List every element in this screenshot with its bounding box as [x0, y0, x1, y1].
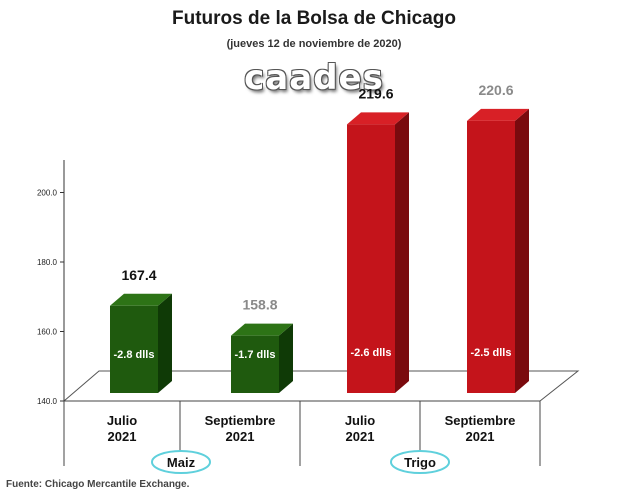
- bar-top: [231, 323, 293, 336]
- bar-side: [395, 112, 409, 393]
- bar-change-label: -2.6 dlls: [351, 347, 392, 359]
- bar-change-label: -2.8 dlls: [114, 349, 155, 361]
- group-oval: [151, 450, 211, 474]
- chart-title: Futuros de la Bolsa de Chicago: [172, 8, 456, 29]
- bar-side: [279, 323, 293, 393]
- group-oval: [390, 450, 450, 474]
- bar-top: [110, 293, 172, 306]
- group-label: Maiz: [167, 455, 196, 470]
- bar: [467, 120, 515, 393]
- y-tick-label: 180.0: [37, 258, 58, 267]
- bar-side: [158, 293, 172, 393]
- category-label: Julio 2021: [107, 413, 137, 444]
- bar-top: [347, 112, 409, 125]
- bar-side: [515, 108, 529, 393]
- source-note: Fuente: Chicago Mercantile Exchange.: [6, 479, 190, 490]
- bar-value-label: 167.4: [121, 267, 156, 283]
- chart-subtitle: (jueves 12 de noviembre de 2020): [226, 38, 402, 50]
- category-label: Septiembre 2021: [445, 413, 516, 444]
- bar: [347, 124, 395, 393]
- y-tick-label: 140.0: [37, 397, 58, 406]
- bar-change-label: -2.5 dlls: [471, 347, 512, 359]
- bar: [231, 335, 279, 393]
- group-label: Trigo: [404, 455, 436, 470]
- brand-logo: caades: [244, 58, 384, 98]
- bar-change-label: -1.7 dlls: [235, 349, 276, 361]
- bar-value-label: 158.8: [242, 297, 277, 313]
- category-label: Septiembre 2021: [205, 413, 276, 444]
- category-label: Julio 2021: [345, 413, 375, 444]
- y-tick-label: 160.0: [37, 328, 58, 337]
- bar-top: [467, 108, 529, 121]
- bar-value-label: 220.6: [478, 82, 513, 98]
- bar: [110, 305, 158, 393]
- bar-value-label: 219.6: [358, 85, 393, 101]
- y-tick-label: 200.0: [37, 189, 58, 198]
